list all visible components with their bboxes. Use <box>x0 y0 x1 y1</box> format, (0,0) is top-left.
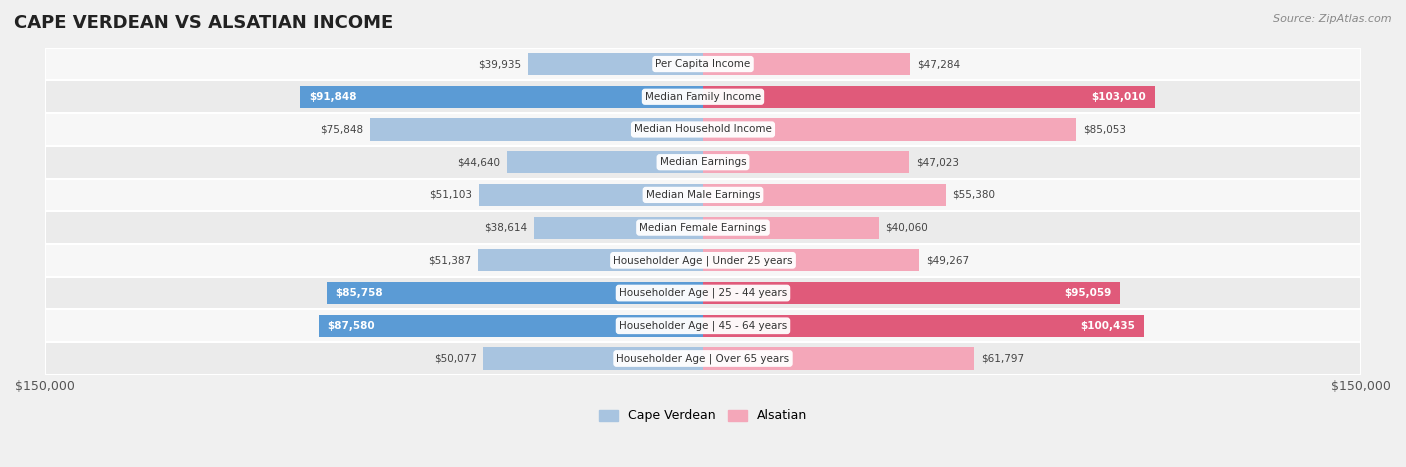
Text: Householder Age | 25 - 44 years: Householder Age | 25 - 44 years <box>619 288 787 298</box>
Bar <box>484 347 703 369</box>
Text: Median Household Income: Median Household Income <box>634 125 772 134</box>
Bar <box>703 151 910 173</box>
Bar <box>319 315 703 337</box>
FancyBboxPatch shape <box>45 48 1361 80</box>
Bar <box>703 85 1154 108</box>
FancyBboxPatch shape <box>45 244 1361 277</box>
Legend: Cape Verdean, Alsatian: Cape Verdean, Alsatian <box>595 404 811 427</box>
Text: $44,640: $44,640 <box>457 157 501 167</box>
Bar <box>299 85 703 108</box>
Text: $49,267: $49,267 <box>925 255 969 265</box>
Text: $85,053: $85,053 <box>1083 125 1126 134</box>
Bar <box>703 53 911 75</box>
Text: Householder Age | 45 - 64 years: Householder Age | 45 - 64 years <box>619 320 787 331</box>
Text: $91,848: $91,848 <box>309 92 356 102</box>
Text: CAPE VERDEAN VS ALSATIAN INCOME: CAPE VERDEAN VS ALSATIAN INCOME <box>14 14 394 32</box>
Text: Median Family Income: Median Family Income <box>645 92 761 102</box>
Text: Median Earnings: Median Earnings <box>659 157 747 167</box>
Text: Median Male Earnings: Median Male Earnings <box>645 190 761 200</box>
Text: $95,059: $95,059 <box>1064 288 1111 298</box>
FancyBboxPatch shape <box>45 342 1361 375</box>
FancyBboxPatch shape <box>45 211 1361 244</box>
Text: Per Capita Income: Per Capita Income <box>655 59 751 69</box>
Bar <box>703 217 879 239</box>
Bar <box>478 249 703 271</box>
Bar <box>326 282 703 304</box>
Bar <box>527 53 703 75</box>
Text: $38,614: $38,614 <box>484 223 527 233</box>
Text: $100,435: $100,435 <box>1080 321 1135 331</box>
FancyBboxPatch shape <box>45 178 1361 211</box>
Text: Median Female Earnings: Median Female Earnings <box>640 223 766 233</box>
Bar <box>703 282 1121 304</box>
Bar <box>370 118 703 141</box>
Text: $61,797: $61,797 <box>981 354 1024 363</box>
Text: $85,758: $85,758 <box>336 288 384 298</box>
Bar <box>703 184 946 206</box>
Text: $87,580: $87,580 <box>328 321 375 331</box>
Bar <box>508 151 703 173</box>
Bar <box>703 315 1143 337</box>
Text: $55,380: $55,380 <box>952 190 995 200</box>
Text: $51,387: $51,387 <box>427 255 471 265</box>
Bar <box>479 184 703 206</box>
Text: $47,284: $47,284 <box>917 59 960 69</box>
FancyBboxPatch shape <box>45 277 1361 310</box>
Text: Householder Age | Under 25 years: Householder Age | Under 25 years <box>613 255 793 266</box>
Text: Householder Age | Over 65 years: Householder Age | Over 65 years <box>616 353 790 364</box>
Bar <box>703 347 974 369</box>
Text: $40,060: $40,060 <box>886 223 928 233</box>
Text: $50,077: $50,077 <box>434 354 477 363</box>
Text: $103,010: $103,010 <box>1091 92 1146 102</box>
FancyBboxPatch shape <box>45 146 1361 178</box>
Bar <box>534 217 703 239</box>
Text: $75,848: $75,848 <box>321 125 364 134</box>
FancyBboxPatch shape <box>45 80 1361 113</box>
Text: $51,103: $51,103 <box>429 190 472 200</box>
Bar <box>703 118 1076 141</box>
Text: $39,935: $39,935 <box>478 59 522 69</box>
Text: Source: ZipAtlas.com: Source: ZipAtlas.com <box>1274 14 1392 24</box>
FancyBboxPatch shape <box>45 310 1361 342</box>
FancyBboxPatch shape <box>45 113 1361 146</box>
Bar <box>703 249 920 271</box>
Text: $47,023: $47,023 <box>915 157 959 167</box>
